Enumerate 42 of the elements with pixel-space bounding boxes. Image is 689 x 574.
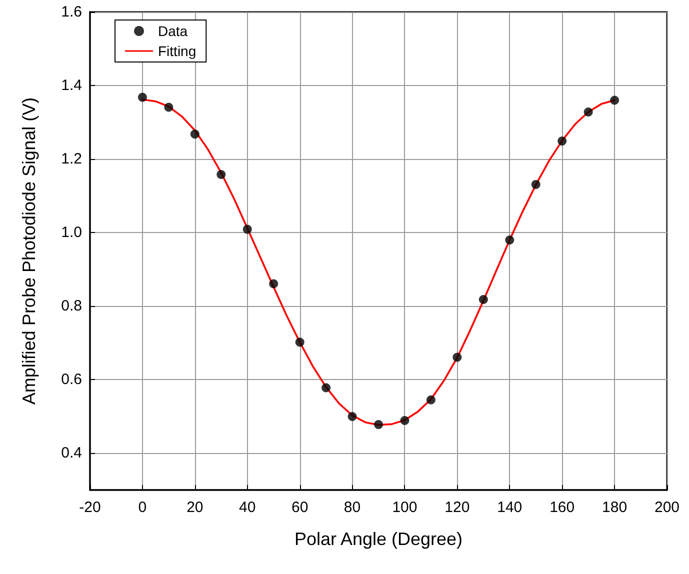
point xyxy=(242,224,252,234)
point xyxy=(531,180,540,189)
point xyxy=(558,136,567,146)
point xyxy=(322,383,331,392)
y-tick-label: 1.2 xyxy=(61,150,82,168)
x-tick-label: 200 xyxy=(654,499,680,516)
x-tick-label: 20 xyxy=(186,499,204,516)
legend-label: Fitting xyxy=(158,43,196,59)
point xyxy=(164,102,174,112)
y-tick-label: 1.6 xyxy=(61,4,82,20)
point xyxy=(190,130,200,139)
point xyxy=(505,235,514,244)
point xyxy=(269,279,278,288)
point xyxy=(610,96,620,105)
point xyxy=(452,352,462,362)
x-tick-label: 140 xyxy=(497,499,522,516)
point xyxy=(400,416,410,426)
point xyxy=(216,170,226,180)
x-tick-label: 120 xyxy=(444,499,470,516)
y-axis-title: Amplified Probe Photodiode Signal (V) xyxy=(19,97,39,405)
legend-label: Data xyxy=(158,23,188,39)
point xyxy=(348,412,357,421)
x-tick-label: 60 xyxy=(291,499,308,516)
x-tick-label: -20 xyxy=(79,499,101,516)
y-tick-label: 1.0 xyxy=(61,224,82,242)
y-tick-label: 0.8 xyxy=(61,298,82,315)
point xyxy=(295,338,304,347)
point xyxy=(426,395,436,404)
x-axis-title: Polar Angle (Degree) xyxy=(294,529,463,549)
y-tick-label: 0.6 xyxy=(61,371,82,388)
point xyxy=(584,108,593,117)
point xyxy=(478,295,488,304)
x-tick-label: 180 xyxy=(602,499,628,516)
point xyxy=(374,420,383,430)
x-tick-label: 0 xyxy=(138,499,147,516)
y-tick-label: 1.4 xyxy=(61,77,82,94)
x-tick-label: 100 xyxy=(392,499,418,516)
x-tick-label: 80 xyxy=(344,499,361,516)
y-tick-label: 0.4 xyxy=(61,444,82,462)
x-tick-label: 160 xyxy=(550,499,575,516)
x-tick-label: 40 xyxy=(239,499,256,516)
point xyxy=(138,92,147,102)
